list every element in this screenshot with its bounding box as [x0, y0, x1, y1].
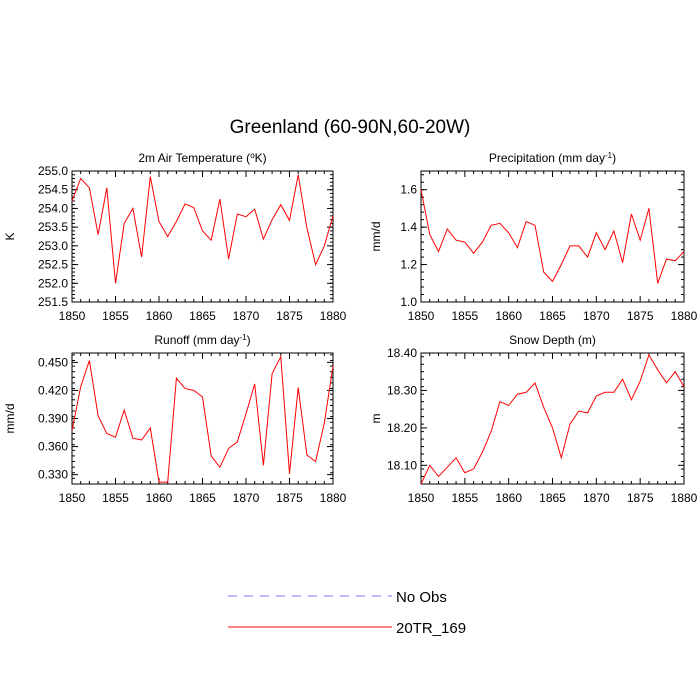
y-axis-label: K	[3, 232, 17, 240]
y-tick-label: 1.0	[400, 295, 417, 309]
y-tick-label: 252.0	[38, 276, 68, 290]
legend-label: 20TR_169	[396, 620, 466, 637]
y-axis-label: mm/d	[3, 404, 17, 434]
y-tick-label: 0.330	[38, 468, 68, 482]
x-tick-label: 1855	[451, 491, 478, 505]
panel-4: 1850 1855 1860 1865 1870 1875 1880 18.10 18.20 18…	[369, 333, 698, 505]
y-axis-label: mm/d	[369, 222, 383, 252]
x-tick-label: 1865	[539, 309, 566, 323]
x-tick-label: 1875	[276, 491, 303, 505]
x-tick-label: 1870	[233, 491, 260, 505]
y-tick-label: 254.5	[38, 183, 68, 197]
x-tick-label: 1880	[320, 309, 347, 323]
x-tick-label: 1875	[627, 491, 654, 505]
x-tick-label: 1875	[276, 309, 303, 323]
x-tick-label: 1860	[495, 309, 522, 323]
x-tick-label: 1850	[59, 491, 86, 505]
x-tick-label: 1850	[59, 309, 86, 323]
y-tick-label: 251.5	[38, 295, 68, 309]
y-axis-label: m	[369, 414, 383, 424]
x-tick-label: 1880	[320, 491, 347, 505]
plot-frame	[71, 352, 334, 485]
y-tick-label: 253.0	[38, 239, 68, 253]
panel-title: 2m Air Temperature (oK)	[138, 151, 266, 166]
y-tick-label: 253.5	[38, 220, 68, 234]
plot-frame	[420, 170, 685, 303]
x-tick-label: 1865	[189, 491, 216, 505]
series-line	[420, 353, 685, 485]
y-tick-label: 0.420	[38, 383, 68, 397]
x-tick-label: 1850	[408, 491, 435, 505]
y-tick-label: 1.2	[400, 258, 417, 272]
y-tick-label: 18.40	[387, 346, 417, 360]
legend: No Obs 20TR_169	[228, 589, 466, 637]
y-tick-label: 1.4	[400, 220, 417, 234]
figure-title: Greenland (60-90N,60-20W)	[229, 117, 471, 138]
panel-2: 1850 1855 1860 1865 1870 1875 1880 1.0 1.2 1.4 1.6…	[369, 151, 698, 324]
y-tick-label: 1.6	[400, 183, 417, 197]
y-tick-label: 18.10	[387, 458, 417, 472]
x-tick-label: 1865	[539, 491, 566, 505]
x-tick-label: 1870	[583, 309, 610, 323]
x-tick-label: 1870	[233, 309, 260, 323]
y-tick-label: 18.20	[387, 421, 417, 435]
panel-title: Precipitation (mm day-1)	[489, 151, 616, 166]
y-tick-label: 18.30	[387, 383, 417, 397]
x-tick-label: 1855	[102, 309, 129, 323]
panel-title: Snow Depth (m)	[509, 333, 596, 347]
x-tick-label: 1855	[451, 309, 478, 323]
panel-title: Runoff (mm day-1)	[154, 333, 250, 348]
x-tick-label: 1880	[671, 309, 698, 323]
series-line	[71, 354, 334, 483]
x-tick-label: 1850	[408, 309, 435, 323]
x-tick-label: 1860	[495, 491, 522, 505]
y-tick-label: 0.360	[38, 440, 68, 454]
x-tick-label: 1860	[146, 491, 173, 505]
x-tick-label: 1865	[189, 309, 216, 323]
x-tick-label: 1855	[102, 491, 129, 505]
y-tick-label: 0.390	[38, 412, 68, 426]
series-line	[71, 174, 334, 284]
y-tick-label: 255.0	[38, 164, 68, 178]
x-tick-label: 1875	[627, 309, 654, 323]
legend-label: No Obs	[396, 589, 447, 606]
y-tick-label: 252.5	[38, 258, 68, 272]
x-tick-label: 1860	[146, 309, 173, 323]
x-tick-label: 1880	[671, 491, 698, 505]
panel-3: 1850 1855 1860 1865 1870 1875 1880 0.330 0.360 0.…	[3, 333, 347, 506]
series-line	[420, 189, 685, 284]
y-tick-label: 0.450	[38, 355, 68, 369]
panel-1: 1850 1855 1860 1865 1870 1875 1880 251.5 252.0 25…	[3, 151, 347, 324]
x-tick-label: 1870	[583, 491, 610, 505]
y-tick-label: 254.0	[38, 201, 68, 215]
